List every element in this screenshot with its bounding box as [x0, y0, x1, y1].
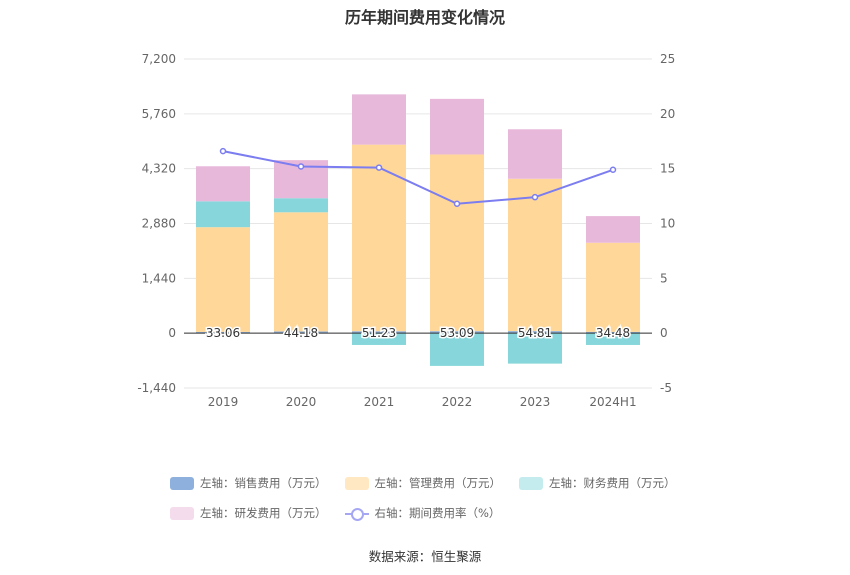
right-axis-tick: 15: [660, 162, 675, 176]
rate-point: [297, 163, 305, 170]
data-label: 44.18: [284, 326, 318, 340]
bar-sales: [508, 331, 562, 334]
data-labels: 33.06 44.18 51.23 53.09 54.81 34.48: [204, 325, 631, 342]
legend-label: 左轴：研发费用（万元）: [200, 506, 327, 520]
right-axis-tick: 5: [660, 271, 668, 285]
legend-item-admin[interactable]: 左轴：管理费用（万元）: [344, 475, 502, 491]
legend-label: 左轴：财务费用（万元）: [549, 476, 676, 490]
bar-sales: [352, 331, 406, 334]
bar-admin: [196, 227, 250, 332]
legend-swatch: [344, 476, 369, 490]
rate-point: [609, 166, 617, 174]
grid-lines: [184, 58, 652, 389]
bar-finance: [508, 333, 562, 364]
bar-rnd: [508, 129, 562, 179]
bar-finance: [196, 201, 250, 228]
legend-line-icon: [344, 507, 369, 521]
data-source: 数据来源：恒生聚源: [368, 549, 482, 564]
rate-point: [531, 193, 539, 201]
bar-rnd: [430, 98, 484, 155]
bar-finance: [586, 333, 640, 345]
data-label: 51.23: [362, 326, 396, 340]
bar-sales: [196, 331, 250, 334]
bar-rnd: [196, 166, 250, 202]
bar-sales: [430, 331, 484, 334]
left-axis-tick: -1,440: [137, 381, 176, 395]
legend-label: 右轴：期间费用率（%）: [374, 506, 501, 520]
data-label: 53.09: [440, 326, 474, 340]
chart-canvas: 33.06 44.18 51.23 53.09 54.81 34.48 7,200 5,76…: [137, 52, 675, 409]
x-axis-tick: 2022: [442, 395, 473, 409]
data-label: 54.81: [518, 326, 552, 340]
legend-swatch: [519, 476, 543, 490]
bar-admin: [352, 144, 406, 332]
legend-label: 左轴：销售费用（万元）: [200, 476, 327, 490]
bars: [196, 94, 640, 366]
x-axis-tick: 2024H1: [589, 395, 636, 409]
right-axis-tick: 20: [660, 107, 675, 121]
left-axis-tick: 2,880: [142, 217, 176, 231]
chart-title: 历年期间费用变化情况: [344, 8, 505, 27]
bar-admin: [274, 212, 328, 332]
bar-finance: [430, 333, 484, 366]
left-axis-tick: 4,320: [142, 162, 176, 176]
bar-finance: [352, 333, 406, 345]
bar-rnd: [352, 94, 406, 145]
legend-item-rnd[interactable]: 左轴：研发费用（万元）: [170, 505, 327, 521]
right-axis-tick: 0: [660, 326, 668, 340]
bar-admin: [430, 154, 484, 332]
x-axis-tick: 2023: [520, 395, 551, 409]
bar-rnd: [586, 216, 640, 243]
left-axis-tick: 1,440: [142, 271, 176, 285]
legend-item-finance[interactable]: 左轴：财务费用（万元）: [519, 475, 676, 491]
data-label: 34.48: [596, 326, 630, 340]
x-axis-tick: 2020: [286, 395, 317, 409]
legend-swatch: [170, 476, 194, 490]
right-axis-tick: 10: [660, 217, 675, 231]
left-axis-tick: 5,760: [142, 107, 176, 121]
rate-point: [375, 164, 383, 171]
bar-finance: [274, 198, 328, 213]
axis-ticks: 7,200 5,760 4,320 2,880 1,440 0 -1,440 25 20 15 10…: [137, 52, 675, 409]
x-axis-tick: 2019: [208, 395, 239, 409]
bar-admin: [586, 242, 640, 332]
x-axis-tick: 2021: [364, 395, 395, 409]
legend: 左轴：销售费用（万元） 左轴：管理费用（万元） 左轴：财务费用（万元） 左轴：研…: [170, 472, 730, 532]
legend-label: 左轴：管理费用（万元）: [374, 476, 502, 490]
right-axis-tick: -5: [660, 381, 672, 395]
bar-sales: [274, 331, 328, 334]
legend-item-rate[interactable]: 右轴：期间费用率（%）: [344, 505, 501, 521]
rate-point: [453, 200, 461, 208]
bar-admin: [508, 178, 562, 332]
legend-swatch: [170, 506, 194, 520]
rate-point: [219, 147, 227, 155]
rate-line: [219, 147, 617, 208]
left-axis-tick: 0: [168, 326, 176, 340]
data-label: 33.06: [206, 326, 240, 340]
rate-line-path: [222, 150, 614, 205]
left-axis-tick: 7,200: [142, 52, 176, 66]
bar-sales: [586, 331, 640, 334]
legend-item-sales[interactable]: 左轴：销售费用（万元）: [170, 475, 327, 491]
right-axis-tick: 25: [660, 52, 675, 66]
